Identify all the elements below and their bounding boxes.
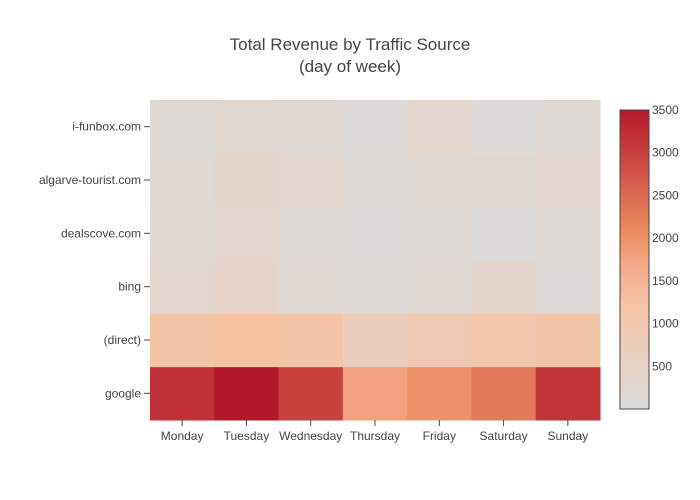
colorbar-tick-label: 2500 bbox=[652, 188, 679, 202]
heatmap-cell bbox=[342, 206, 408, 261]
x-tick-label: Tuesday bbox=[224, 429, 270, 443]
heatmap-cell bbox=[150, 100, 215, 154]
heatmap-cell bbox=[214, 366, 280, 421]
heatmap-cells bbox=[150, 100, 601, 421]
heatmap-cell bbox=[278, 100, 344, 154]
chart-subtitle: (day of week) bbox=[299, 57, 401, 76]
heatmap-cell bbox=[535, 366, 601, 421]
heatmap-cell bbox=[535, 313, 601, 368]
heatmap-cell bbox=[535, 153, 601, 208]
colorbar-gradient bbox=[619, 109, 650, 410]
heatmap-cell bbox=[342, 100, 408, 154]
heatmap-cell bbox=[214, 100, 280, 154]
heatmap-cell bbox=[214, 260, 280, 314]
colorbar: 500 1000 1500 2000 2500 3000 3500 bbox=[619, 103, 679, 410]
heatmap-cell bbox=[214, 313, 280, 368]
heatmap-cell bbox=[150, 313, 215, 368]
heatmap-cell bbox=[471, 366, 537, 421]
heatmap-cell bbox=[278, 153, 344, 208]
heatmap-cell bbox=[278, 366, 344, 421]
heatmap-cell bbox=[214, 153, 280, 208]
y-tick-label: algarve-tourist.com bbox=[39, 173, 141, 187]
x-axis: Monday Tuesday Wednesday Thursday Friday Satu… bbox=[161, 420, 588, 443]
heatmap-cell bbox=[278, 313, 344, 368]
colorbar-tick-label: 500 bbox=[652, 359, 672, 373]
heatmap-cell bbox=[471, 313, 537, 368]
heatmap-cell bbox=[471, 153, 537, 208]
chart-title: Total Revenue by Traffic Source bbox=[230, 35, 471, 54]
heatmap-cell bbox=[278, 206, 344, 261]
colorbar-tick-label: 3000 bbox=[652, 146, 679, 160]
heatmap-cell bbox=[407, 313, 472, 368]
x-tick-label: Monday bbox=[161, 429, 204, 443]
x-tick-label: Sunday bbox=[548, 429, 589, 443]
heatmap-cell bbox=[407, 153, 472, 208]
heatmap-cell bbox=[535, 206, 601, 261]
heatmap-cell bbox=[535, 260, 601, 314]
y-tick-label: dealscove.com bbox=[61, 226, 141, 240]
heatmap-cell bbox=[150, 153, 215, 208]
x-tick-label: Saturday bbox=[480, 429, 528, 443]
heatmap-cell bbox=[471, 260, 537, 314]
heatmap-cell bbox=[342, 153, 408, 208]
x-tick-label: Wednesday bbox=[279, 429, 342, 443]
y-tick-label: i-funbox.com bbox=[72, 120, 141, 134]
heatmap-cell bbox=[342, 366, 408, 421]
heatmap-cell bbox=[471, 206, 537, 261]
heatmap-cell bbox=[407, 206, 472, 261]
heatmap-cell bbox=[471, 100, 537, 154]
heatmap-cell bbox=[407, 366, 472, 421]
heatmap-cell bbox=[278, 260, 344, 314]
heatmap-cell bbox=[407, 100, 472, 154]
heatmap-cell bbox=[342, 260, 408, 314]
x-tick-label: Friday bbox=[423, 429, 456, 443]
heatmap-cell bbox=[407, 260, 472, 314]
heatmap-cell bbox=[150, 206, 215, 261]
heatmap-cell bbox=[342, 313, 408, 368]
colorbar-tick-label: 1000 bbox=[652, 317, 679, 331]
heatmap-cell bbox=[150, 366, 215, 421]
colorbar-tick-label: 3500 bbox=[652, 103, 679, 117]
colorbar-tick-label: 1500 bbox=[652, 274, 679, 288]
heatmap-cell bbox=[535, 100, 601, 154]
y-tick-label: google bbox=[105, 386, 141, 400]
heatmap-cell bbox=[150, 260, 215, 314]
y-tick-label: (direct) bbox=[104, 333, 141, 347]
colorbar-tick-label: 2000 bbox=[652, 231, 679, 245]
x-tick-label: Thursday bbox=[350, 429, 400, 443]
heatmap-cell bbox=[214, 206, 280, 261]
y-tick-label: bing bbox=[118, 280, 141, 294]
y-axis: google (direct) bing dealscove.com algarve-t… bbox=[39, 120, 150, 400]
